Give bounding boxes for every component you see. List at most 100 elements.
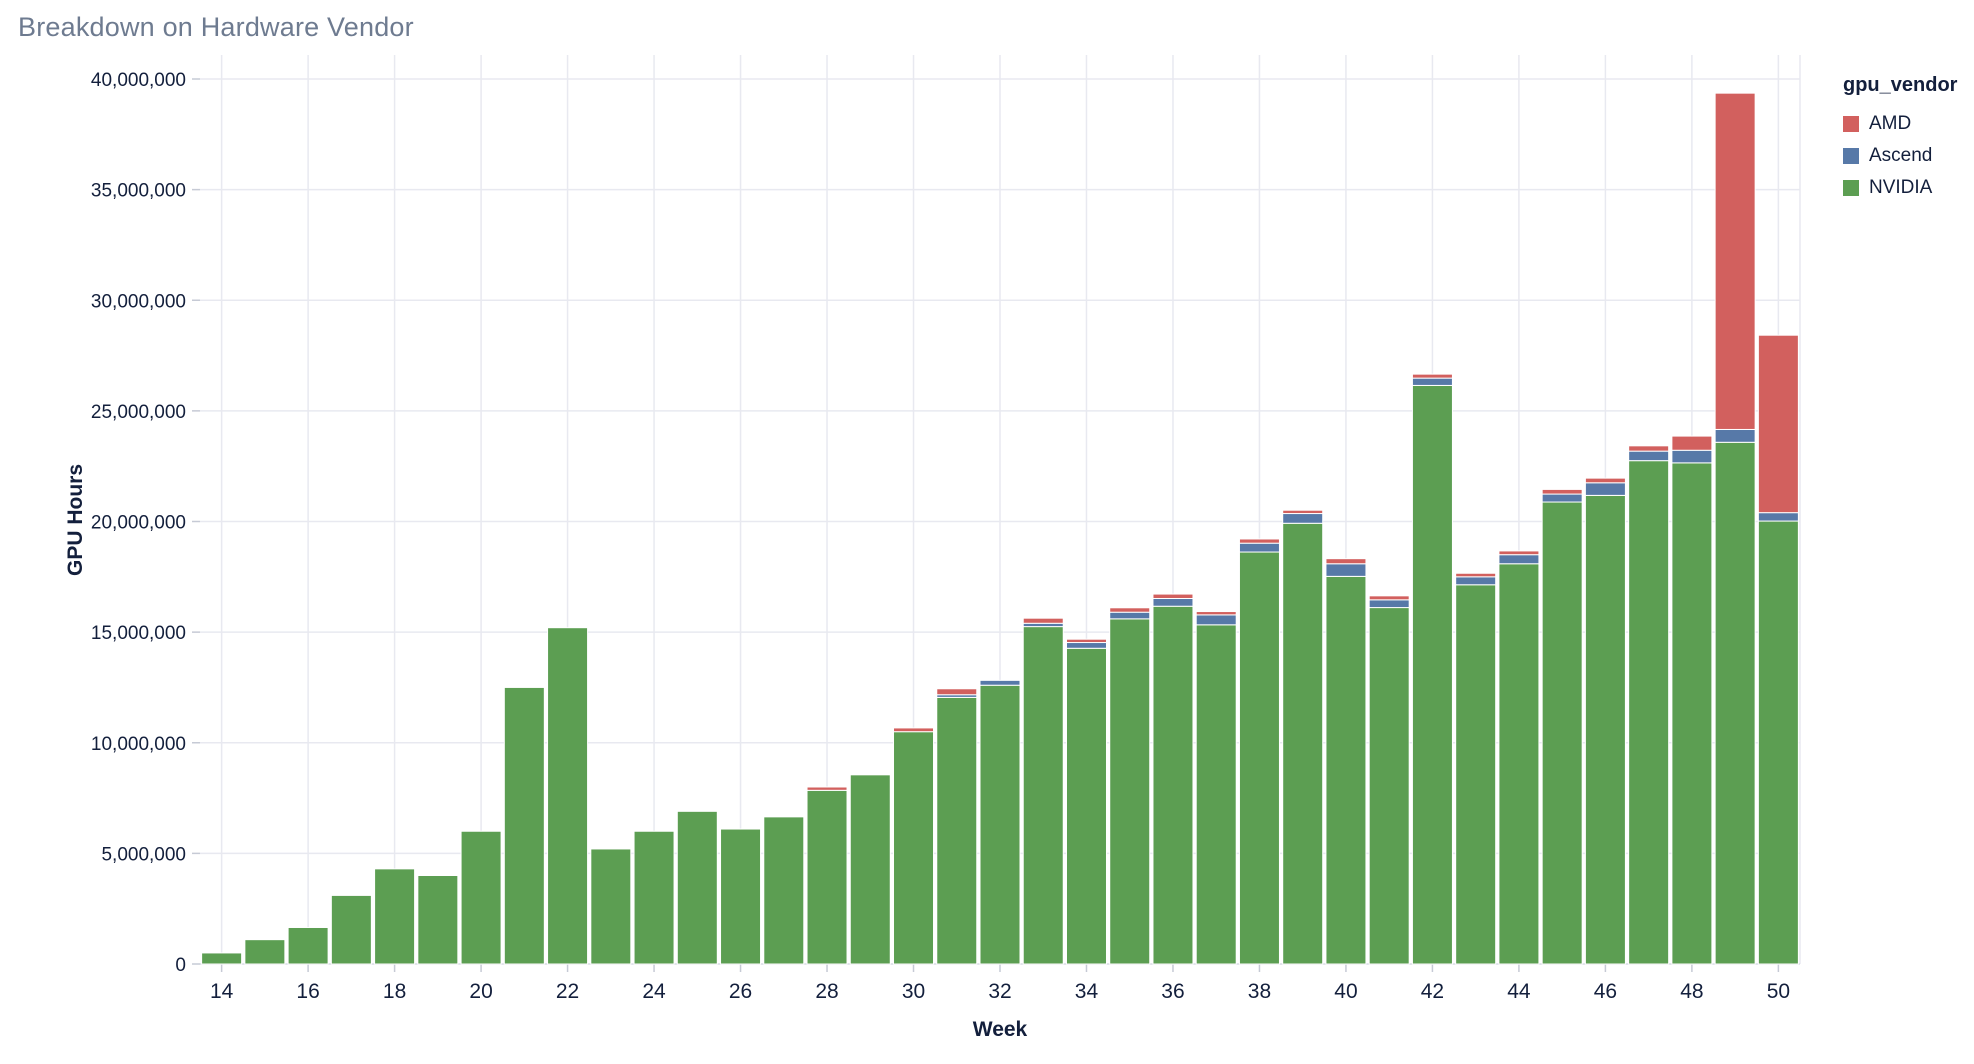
bar-week-47-amd bbox=[1628, 445, 1670, 452]
bar-week-44-nvidia bbox=[1498, 563, 1540, 965]
legend-swatch-amd bbox=[1843, 116, 1859, 132]
bar-week-43-ascend bbox=[1455, 576, 1497, 586]
bar-week-16-nvidia bbox=[287, 926, 329, 965]
bar-week-50-ascend bbox=[1757, 512, 1799, 522]
bar-week-42-amd bbox=[1411, 373, 1453, 379]
bar-week-48-ascend bbox=[1671, 449, 1713, 464]
bar-week-17-nvidia bbox=[330, 894, 372, 965]
bar-week-43-nvidia bbox=[1455, 584, 1497, 965]
bar-week-41-nvidia bbox=[1368, 607, 1410, 965]
bar-week-40-nvidia bbox=[1325, 575, 1367, 965]
legend-items: AMD Ascend NVIDIA bbox=[1843, 113, 1957, 199]
y-tick-label: 10,000,000 bbox=[91, 734, 186, 755]
bar-week-38-nvidia bbox=[1238, 551, 1280, 965]
bar-week-14-nvidia bbox=[201, 952, 243, 965]
bar-week-34-ascend bbox=[1065, 642, 1107, 649]
bar-week-43-amd bbox=[1455, 572, 1497, 578]
x-tick-label: 20 bbox=[469, 980, 492, 1003]
bar-week-45-ascend bbox=[1541, 493, 1583, 503]
bar-week-33-nvidia bbox=[1022, 626, 1064, 965]
x-axis-title: Week bbox=[972, 1018, 1028, 1041]
legend-swatch-ascend bbox=[1843, 148, 1859, 164]
y-tick-label: 40,000,000 bbox=[91, 70, 186, 91]
bar-week-36-ascend bbox=[1152, 597, 1194, 607]
x-tick-label: 40 bbox=[1334, 980, 1357, 1003]
x-tick-label: 48 bbox=[1680, 980, 1703, 1003]
bar-week-46-ascend bbox=[1584, 482, 1626, 496]
legend-label: AMD bbox=[1869, 113, 1912, 134]
bar-week-33-amd bbox=[1022, 617, 1064, 624]
x-tick-label: 44 bbox=[1507, 980, 1531, 1003]
y-tick-label: 30,000,000 bbox=[91, 291, 186, 312]
legend-label: Ascend bbox=[1869, 145, 1933, 166]
bar-week-36-nvidia bbox=[1152, 605, 1194, 965]
x-tick-label: 28 bbox=[815, 980, 838, 1003]
bar-week-48-amd bbox=[1671, 435, 1713, 451]
bar-week-31-nvidia bbox=[936, 696, 978, 965]
y-tick-label: 0 bbox=[175, 955, 186, 976]
bar-week-24-nvidia bbox=[633, 830, 675, 965]
legend-item-ascend[interactable]: Ascend bbox=[1843, 145, 1957, 167]
x-tick-label: 24 bbox=[642, 980, 666, 1003]
x-tick-label: 34 bbox=[1075, 980, 1099, 1003]
x-tick-label: 14 bbox=[210, 980, 234, 1003]
y-axis-title: GPU Hours bbox=[64, 463, 88, 577]
bar-week-39-amd bbox=[1282, 509, 1324, 515]
chart-title: Breakdown on Hardware Vendor bbox=[18, 12, 414, 42]
bar-week-18-nvidia bbox=[374, 868, 416, 965]
bar-week-41-ascend bbox=[1368, 599, 1410, 609]
bar-week-46-nvidia bbox=[1584, 494, 1626, 965]
bar-week-22-nvidia bbox=[547, 627, 589, 965]
bar-week-27-nvidia bbox=[763, 816, 805, 965]
bar-week-15-nvidia bbox=[244, 939, 286, 965]
legend: gpu_vendor AMD Ascend NVIDIA bbox=[1843, 74, 1957, 209]
bar-week-44-amd bbox=[1498, 550, 1540, 556]
bar-week-30-amd bbox=[893, 727, 935, 733]
x-tick-label: 36 bbox=[1161, 980, 1184, 1003]
y-tick-label: 15,000,000 bbox=[91, 623, 186, 644]
bar-week-50-nvidia bbox=[1757, 520, 1799, 965]
x-tick-label: 30 bbox=[902, 980, 925, 1003]
bar-week-32-ascend bbox=[979, 679, 1021, 686]
x-tick-label: 38 bbox=[1248, 980, 1271, 1003]
x-tick-label: 26 bbox=[729, 980, 752, 1003]
legend-title: gpu_vendor bbox=[1843, 74, 1958, 96]
bar-week-38-ascend bbox=[1238, 542, 1280, 553]
y-tick-label: 25,000,000 bbox=[91, 402, 186, 423]
bar-week-37-nvidia bbox=[1195, 624, 1237, 965]
bar-week-48-nvidia bbox=[1671, 462, 1713, 965]
y-tick-label: 35,000,000 bbox=[91, 181, 186, 202]
bar-week-49-nvidia bbox=[1714, 441, 1756, 965]
bar-week-45-nvidia bbox=[1541, 501, 1583, 965]
bar-week-30-nvidia bbox=[893, 731, 935, 965]
x-tick-label: 46 bbox=[1594, 980, 1617, 1003]
bar-week-34-nvidia bbox=[1065, 647, 1107, 965]
bar-week-44-ascend bbox=[1498, 554, 1540, 565]
bar-week-50-amd bbox=[1757, 334, 1799, 514]
bar-week-26-nvidia bbox=[720, 828, 762, 965]
y-tick-label: 20,000,000 bbox=[91, 513, 186, 534]
bar-week-47-ascend bbox=[1628, 450, 1670, 462]
x-tick-label: 18 bbox=[383, 980, 406, 1003]
bar-week-40-amd bbox=[1325, 558, 1367, 565]
y-tick-label: 5,000,000 bbox=[101, 844, 186, 865]
bar-week-45-amd bbox=[1541, 488, 1583, 495]
bar-week-37-amd bbox=[1195, 611, 1237, 616]
legend-item-amd[interactable]: AMD bbox=[1843, 113, 1957, 135]
legend-item-nvidia[interactable]: NVIDIA bbox=[1843, 177, 1957, 199]
x-tick-label: 42 bbox=[1421, 980, 1444, 1003]
bar-week-35-amd bbox=[1109, 607, 1151, 613]
bar-week-34-amd bbox=[1065, 638, 1107, 644]
bar-week-39-nvidia bbox=[1282, 522, 1324, 965]
bar-week-25-nvidia bbox=[676, 810, 718, 965]
bar-week-21-nvidia bbox=[503, 686, 545, 965]
x-tick-label: 16 bbox=[296, 980, 319, 1003]
bar-week-38-amd bbox=[1238, 538, 1280, 544]
bar-week-32-nvidia bbox=[979, 684, 1021, 965]
bar-week-28-amd bbox=[806, 786, 848, 791]
x-tick-label: 22 bbox=[556, 980, 579, 1003]
bar-week-23-nvidia bbox=[590, 848, 632, 965]
bar-week-28-nvidia bbox=[806, 789, 848, 965]
